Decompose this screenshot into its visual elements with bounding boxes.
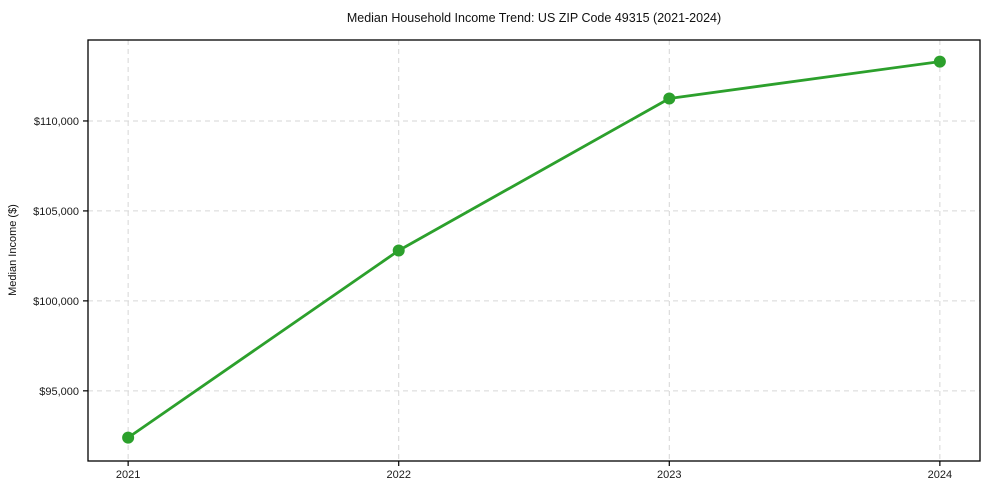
chart-title: Median Household Income Trend: US ZIP Co… [347,11,721,25]
x-tick-label: 2022 [386,469,410,481]
gridlines [88,40,980,461]
y-axis-label: Median Income ($) [7,204,19,296]
y-tick-label: $100,000 [33,296,79,308]
data-point [122,431,135,444]
axis-ticks-and-labels: $95,000 $100,000 $105,000 $110,000 2021 2022 2… [33,116,952,481]
trend-line [126,60,942,440]
x-tick-label: 2023 [657,469,681,481]
data-point [933,55,946,68]
y-tick-label: $105,000 [33,206,79,218]
data-point [392,244,405,257]
x-tick-label: 2021 [116,469,140,481]
plot-border [87,39,981,462]
y-tick-label: $110,000 [34,116,79,128]
data-series [122,55,946,444]
data-point [663,92,676,105]
x-tick-label: 2024 [928,469,952,481]
y-tick-label: $95,000 [39,386,79,398]
